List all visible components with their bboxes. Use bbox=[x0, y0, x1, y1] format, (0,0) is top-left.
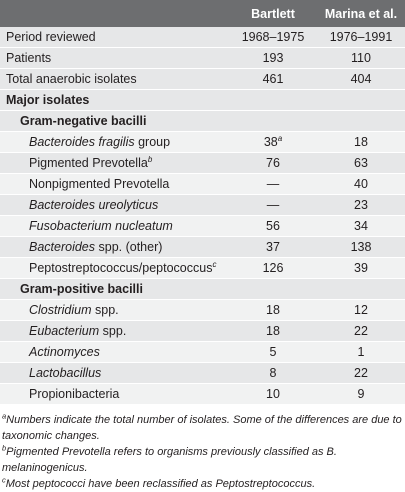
isolates-table: Bartlett Marina et al. Period reviewed 1… bbox=[0, 0, 405, 405]
table-row: Fusobacterium nucleatum 56 34 bbox=[0, 216, 405, 237]
marina-value: 18 bbox=[354, 135, 368, 149]
bartlett-value: 18 bbox=[266, 303, 280, 317]
table-row: Total anaerobic isolates 461 404 bbox=[0, 69, 405, 90]
row-label: Eubacterium spp. bbox=[29, 324, 127, 338]
table-row: Bacteroides ureolyticus — 23 bbox=[0, 195, 405, 216]
bartlett-value: 76 bbox=[266, 156, 280, 170]
bartlett-value: 5 bbox=[269, 345, 277, 359]
table-row: Nonpigmented Prevotella — 40 bbox=[0, 174, 405, 195]
bartlett-value: 1968–1975 bbox=[241, 30, 305, 44]
marina-value: 12 bbox=[354, 303, 368, 317]
row-label: Clostridium spp. bbox=[29, 303, 119, 317]
footnote-mark: b bbox=[147, 154, 153, 164]
table-row: Peptostreptococcus/peptococcusc 126 39 bbox=[0, 258, 405, 279]
section-label: Major isolates bbox=[6, 93, 90, 107]
bartlett-value: 193 bbox=[262, 51, 284, 65]
bartlett-value: 10 bbox=[266, 387, 280, 401]
marina-value: 22 bbox=[354, 366, 368, 380]
table-header: Bartlett Marina et al. bbox=[0, 0, 405, 27]
marina-value: 1 bbox=[357, 345, 365, 359]
bartlett-value: 37 bbox=[266, 240, 280, 254]
row-label: Propionibacteria bbox=[29, 387, 120, 401]
table-row: Pigmented Prevotellab 76 63 bbox=[0, 153, 405, 174]
bartlett-value: — bbox=[266, 198, 280, 212]
row-label: Bacteroides fragilis group bbox=[29, 135, 171, 149]
row-label: Fusobacterium nucleatum bbox=[29, 219, 173, 233]
bartlett-value: 18 bbox=[266, 324, 280, 338]
subsection-row: Gram-negative bacilli bbox=[0, 111, 405, 132]
table-row: Actinomyces 5 1 bbox=[0, 342, 405, 363]
table-row: Clostridium spp. 18 12 bbox=[0, 300, 405, 321]
row-label: Total anaerobic isolates bbox=[6, 72, 137, 86]
marina-value: 63 bbox=[354, 156, 368, 170]
table-row: Bacteroides fragilis group 38a 18 bbox=[0, 132, 405, 153]
marina-value: 110 bbox=[351, 51, 371, 65]
footnote-a: aNumbers indicate the total number of is… bbox=[2, 411, 402, 442]
marina-value: 34 bbox=[354, 219, 368, 233]
marina-value: 39 bbox=[354, 261, 368, 275]
table-row: Eubacterium spp. 18 22 bbox=[0, 321, 405, 342]
footnote-c: cMost peptococci have been reclassified … bbox=[2, 475, 316, 490]
row-label: Bacteroides spp. (other) bbox=[29, 240, 163, 254]
row-label: Actinomyces bbox=[29, 345, 100, 359]
section-row: Major isolates bbox=[0, 90, 405, 111]
table-row: Propionibacteria 10 9 bbox=[0, 384, 405, 405]
row-label: Peptostreptococcus/peptococcusc bbox=[29, 259, 217, 275]
bartlett-value: 38a bbox=[263, 133, 283, 149]
footnote-b: bPigmented Prevotella refers to organism… bbox=[2, 443, 337, 474]
table-row: Bacteroides spp. (other) 37 138 bbox=[0, 237, 405, 258]
marina-value: 23 bbox=[354, 198, 368, 212]
bartlett-value: 56 bbox=[266, 219, 280, 233]
footnote-mark: c bbox=[212, 259, 217, 269]
table-row: Patients 193 110 bbox=[0, 48, 405, 69]
bartlett-value: 8 bbox=[269, 366, 277, 380]
footnote-mark: a bbox=[277, 133, 283, 143]
header-marina: Marina et al. bbox=[324, 6, 398, 21]
marina-value: 22 bbox=[354, 324, 368, 338]
bartlett-value: 461 bbox=[262, 72, 284, 86]
row-label: Period reviewed bbox=[6, 30, 96, 44]
marina-value: 404 bbox=[350, 72, 372, 86]
subsection-label: Gram-negative bacilli bbox=[20, 114, 147, 128]
table-row: Lactobacillus 8 22 bbox=[0, 363, 405, 384]
bartlett-value: 126 bbox=[262, 261, 284, 275]
marina-value: 138 bbox=[350, 240, 372, 254]
marina-value: 40 bbox=[354, 177, 368, 191]
footnotes: aNumbers indicate the total number of is… bbox=[0, 405, 405, 492]
bartlett-value: — bbox=[266, 177, 280, 191]
row-label: Patients bbox=[6, 51, 52, 65]
row-label: Lactobacillus bbox=[29, 366, 102, 380]
marina-value: 9 bbox=[357, 387, 365, 401]
row-label: Pigmented Prevotellab bbox=[29, 154, 153, 170]
table-row: Period reviewed 1968–1975 1976–1991 bbox=[0, 27, 405, 48]
subsection-row: Gram-positive bacilli bbox=[0, 279, 405, 300]
row-label: Bacteroides ureolyticus bbox=[29, 198, 159, 212]
row-label: Nonpigmented Prevotella bbox=[29, 177, 170, 191]
subsection-label: Gram-positive bacilli bbox=[20, 282, 143, 296]
marina-value: 1976–1991 bbox=[329, 30, 393, 44]
header-bartlett: Bartlett bbox=[251, 6, 295, 21]
